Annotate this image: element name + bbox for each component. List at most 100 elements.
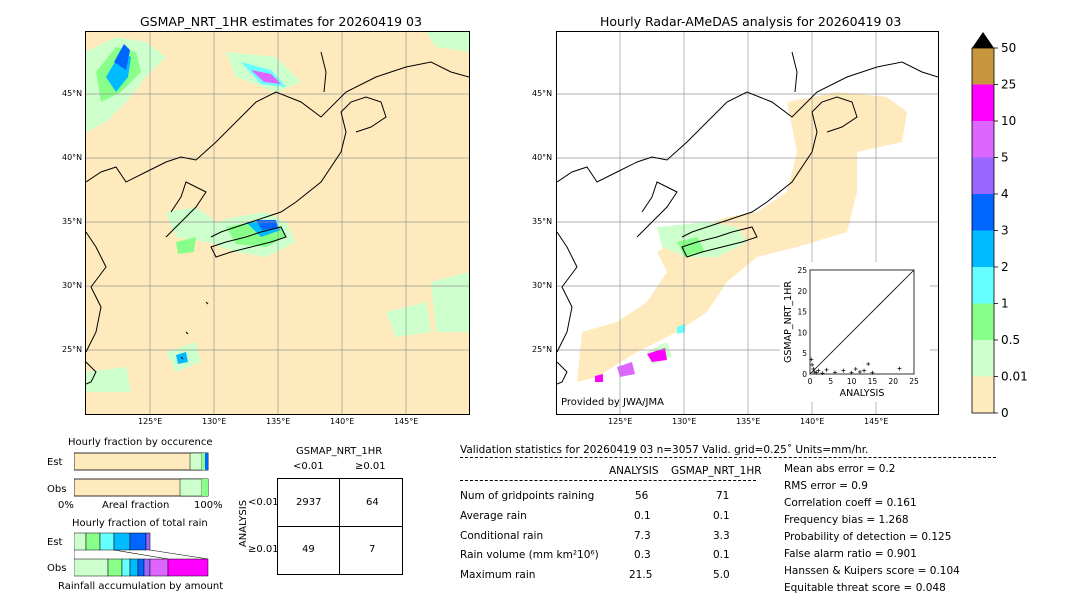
left-rain-areas (86, 32, 469, 392)
scatter-xlabel: ANALYSIS (840, 388, 885, 399)
occurrence-obs-green (202, 479, 208, 496)
right-lat-25: 25°N (532, 345, 553, 354)
colorbar-tick-label: 1 (1001, 297, 1009, 311)
total-rain-title: Hourly fraction of total rain (72, 518, 208, 529)
total-est-seg-2 (85, 532, 101, 551)
stat-row-gsmap: 5.0 (713, 569, 730, 581)
stat-row-analysis: 21.5 (629, 569, 653, 581)
occurrence-est-light (189, 452, 203, 471)
total-obs-seg-3 (121, 558, 131, 577)
left-map (85, 31, 470, 415)
validation-header-rule (460, 457, 996, 458)
right-map-title: Hourly Radar-AMeDAS analysis for 2026041… (600, 14, 902, 29)
right-lon-145: 145°E (864, 417, 889, 426)
scatter-point (870, 370, 875, 375)
scatter-point (824, 367, 829, 372)
scatter-x-tick: 20 (888, 377, 898, 386)
scatter-point (853, 367, 858, 372)
stat-row-analysis: 56 (635, 490, 649, 502)
scatter-point (820, 371, 825, 376)
total-est-seg-3 (99, 532, 115, 551)
left-lat-30: 30°N (62, 281, 83, 290)
contingency-hline (278, 526, 402, 527)
scatter-point (862, 368, 867, 373)
scatter-y-tick: 15 (797, 308, 807, 317)
occurrence-axis-left: 0% (58, 500, 74, 511)
left-lat-45: 45°N (62, 89, 83, 98)
occurrence-bars (73, 452, 210, 498)
right-coastlines (557, 51, 938, 385)
score-line: Equitable threat score = 0.048 (784, 582, 946, 594)
colorbar-canvas: 50 25 10 5 4 3 2 1 0.5 0.01 0 (971, 32, 1028, 420)
right-lat-45: 45°N (532, 89, 553, 98)
total-obs-seg-7 (149, 558, 169, 577)
scatter-point (816, 368, 821, 373)
colorbar-tick-label: 3 (1001, 224, 1009, 238)
validation-col-analysis: ANALYSIS (609, 465, 659, 477)
right-lat-40: 40°N (532, 153, 553, 162)
stat-row-analysis: 0.1 (634, 510, 651, 522)
total-rain-axis-label: Rainfall accumulation by amount (58, 581, 224, 592)
colorbar-tick-label: 50 (1001, 41, 1016, 55)
scatter-point (809, 357, 814, 362)
left-lat-35: 35°N (62, 217, 83, 226)
score-line: Frequency bias = 1.268 (784, 514, 909, 526)
colorbar-tick-label: 0.01 (1001, 370, 1028, 384)
score-line: Correlation coeff = 0.161 (784, 497, 917, 509)
inset-scatter: 0 0 5 5 10 10 15 15 20 20 25 25 ANALYSIS GSMAP_NRT_1H… (780, 262, 930, 402)
occurrence-est-label: Est (47, 457, 63, 468)
stat-row-label: Conditional rain (460, 530, 544, 542)
right-map-canvas (557, 32, 938, 414)
total-est-seg-4 (113, 532, 131, 551)
left-map-title: GSMAP_NRT_1HR estimates for 20260419 03 (140, 14, 422, 29)
colorbar-segment (972, 303, 994, 340)
scatter-point (841, 368, 846, 373)
total-link-1 (149, 549, 209, 560)
right-lat-35: 35°N (532, 217, 553, 226)
total-est-seg-6 (145, 532, 151, 551)
scatter-point (849, 370, 854, 375)
occurrence-axis-mid: Areal fraction (102, 500, 170, 511)
scatter-x-tick: 15 (868, 377, 878, 386)
total-obs-seg-6 (143, 558, 151, 577)
stat-row-analysis: 7.3 (634, 530, 651, 542)
scatter-y-tick: 10 (797, 328, 807, 337)
contingency-cell-21: 49 (302, 544, 315, 555)
scatter-point (897, 366, 902, 371)
total-rain-obs-label: Obs (47, 563, 67, 574)
contingency-grid: 2937 64 49 7 (277, 478, 403, 575)
left-lat-40: 40°N (62, 153, 83, 162)
scatter-ylabel: GSMAP_NRT_1HR (783, 281, 794, 363)
occurrence-est-blue (205, 453, 208, 470)
score-line: False alarm ratio = 0.901 (784, 548, 917, 560)
occurrence-axis-right: 100% (194, 500, 223, 511)
total-obs-seg-8 (167, 558, 209, 577)
left-coastlines (86, 51, 469, 385)
stat-row-gsmap: 0.1 (713, 549, 730, 561)
right-lon-140: 140°E (800, 417, 825, 426)
score-line: Hanssen & Kuipers score = 0.104 (784, 565, 960, 577)
right-lon-135: 135°E (736, 417, 761, 426)
total-obs-seg-2 (107, 558, 123, 577)
stat-row-label: Rain volume (mm km²10⁶) (460, 549, 599, 561)
contingency-row-ge: ≥0.01 (248, 544, 279, 555)
scatter-y-tick: 25 (797, 266, 807, 275)
scatter-x-tick: 0 (808, 377, 813, 386)
colorbar-segment (972, 48, 994, 85)
validation-col-rule (460, 480, 756, 481)
right-lon-125: 125°E (608, 417, 633, 426)
total-est-seg-1 (73, 532, 87, 551)
validation-header: Validation statistics for 20260419 03 n=… (460, 444, 869, 456)
stat-row-label: Average rain (460, 510, 527, 522)
colorbar-segment (972, 157, 994, 194)
stat-row-label: Maximum rain (460, 569, 536, 581)
colorbar-segment (972, 376, 994, 413)
right-lon-130: 130°E (672, 417, 697, 426)
scatter-y-tick: 5 (802, 349, 807, 358)
scatter-y-tick: 20 (797, 287, 807, 296)
occurrence-obs-light (179, 478, 203, 497)
scatter-point (814, 370, 819, 375)
occurrence-est-green (202, 453, 205, 470)
total-rain-est-label: Est (47, 537, 63, 548)
scatter-point (832, 370, 837, 375)
